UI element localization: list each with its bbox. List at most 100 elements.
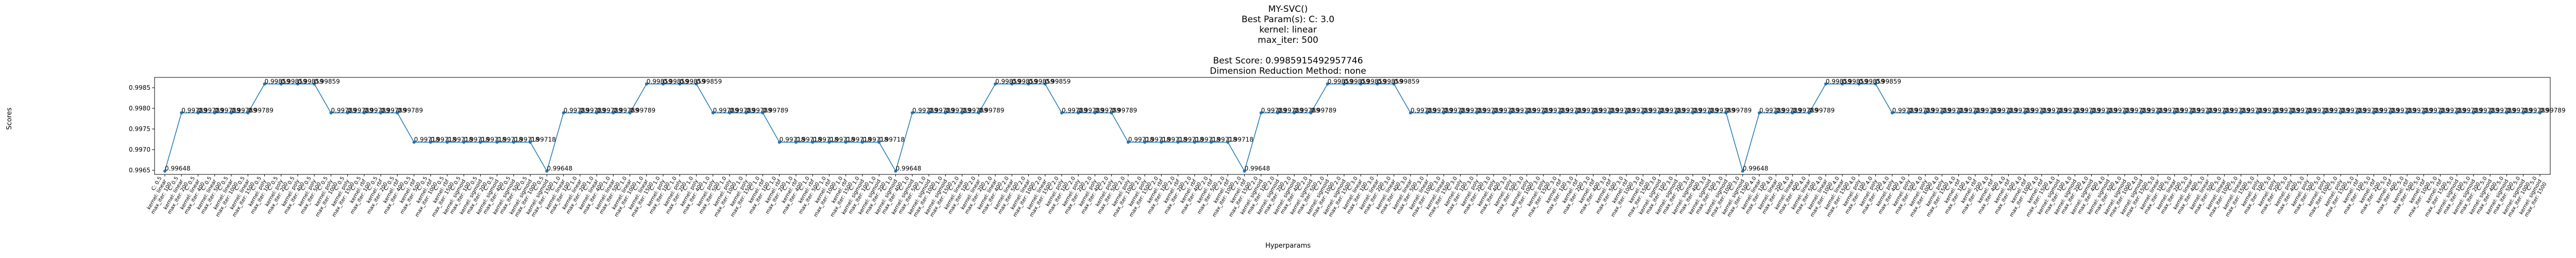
data-point: [811, 140, 815, 144]
data-point: [1924, 111, 1927, 115]
data-point: [1658, 111, 1662, 115]
data-label: 0.99789: [397, 107, 423, 114]
data-point: [711, 111, 715, 115]
title-line-dim-reduction: Dimension Reduction Method: none: [1210, 66, 1366, 76]
data-label: 0.99718: [481, 136, 506, 143]
data-label: 0.99789: [1676, 107, 1702, 114]
data-label: 0.99789: [1261, 107, 1287, 114]
y-tick-label: 0.9965: [129, 167, 150, 174]
data-point: [1791, 111, 1794, 115]
data-label: 0.99718: [1211, 136, 1237, 143]
data-point: [1060, 111, 1063, 115]
data-point: [2156, 111, 2160, 115]
data-label: 0.99859: [1826, 78, 1852, 85]
data-point: [1010, 82, 1014, 86]
data-point: [2206, 111, 2210, 115]
data-label: 0.99789: [1892, 107, 1918, 114]
data-point: [844, 140, 848, 144]
data-label: 0.99789: [1610, 107, 1636, 114]
axes: [154, 77, 2551, 175]
data-point: [2090, 111, 2093, 115]
data-point: [1741, 169, 1744, 173]
data-label: 0.99789: [1626, 107, 1652, 114]
data-label: 0.99789: [2141, 107, 2167, 114]
data-label: 0.99789: [746, 107, 772, 114]
data-label: 0.99859: [298, 78, 324, 85]
data-label: 0.99859: [647, 78, 672, 85]
data-point: [2339, 111, 2343, 115]
data-label: 0.99789: [2374, 107, 2400, 114]
data-point: [296, 82, 299, 86]
title-line-best-params: Best Param(s): C: 3.0: [1241, 14, 1335, 25]
data-label: 0.99789: [1278, 107, 1303, 114]
data-point: [2106, 111, 2110, 115]
data-label: 0.99789: [1975, 107, 2001, 114]
data-point: [1608, 111, 1612, 115]
data-point: [877, 140, 881, 144]
data-label: 0.99789: [912, 107, 938, 114]
data-point: [1591, 111, 1595, 115]
data-point: [2256, 111, 2259, 115]
data-label: 0.99789: [979, 107, 1005, 114]
data-point: [462, 140, 466, 144]
data-point: [2488, 111, 2492, 115]
data-label: 0.99648: [547, 165, 572, 172]
data-point: [213, 111, 216, 115]
data-label: 0.99789: [1544, 107, 1569, 114]
data-label: 0.99789: [2523, 107, 2549, 114]
data-point: [1641, 111, 1645, 115]
data-label: 0.99789: [1659, 107, 1685, 114]
data-point: [960, 111, 964, 115]
data-point: [2388, 111, 2392, 115]
data-label: 0.99789: [1593, 107, 1619, 114]
chart-title: MY-SVC() Best Param(s): C: 3.0 kernel: l…: [0, 4, 2576, 76]
data-point: [1392, 82, 1396, 86]
data-label: 0.99859: [680, 78, 705, 85]
data-label: 0.99789: [248, 107, 274, 114]
data-label: 0.99789: [364, 107, 390, 114]
data-label: 0.99718: [862, 136, 888, 143]
data-label: 0.99718: [414, 136, 440, 143]
data-point: [1890, 111, 1894, 115]
data-label: 0.99789: [331, 107, 357, 114]
data-point: [2007, 111, 2010, 115]
data-point: [2289, 111, 2293, 115]
data-point: [1624, 111, 1628, 115]
data-point: [1342, 82, 1346, 86]
title-line-best-score: Best Score: 0.9985915492957746: [1213, 56, 1363, 66]
data-label: 0.99648: [1743, 165, 1769, 172]
data-point: [196, 111, 200, 115]
data-point: [2521, 111, 2525, 115]
data-label: 0.99718: [431, 136, 456, 143]
data-point: [2239, 111, 2243, 115]
data-label: 0.99789: [231, 107, 257, 114]
data-label: 0.99789: [763, 107, 789, 114]
data-label: 0.99859: [314, 78, 340, 85]
data-point: [1874, 82, 1877, 86]
data-point: [744, 111, 748, 115]
data-point: [512, 140, 515, 144]
data-point: [1541, 111, 1545, 115]
data-point: [777, 140, 781, 144]
data-point: [2505, 111, 2509, 115]
data-point: [2372, 111, 2376, 115]
data-point: [860, 140, 864, 144]
data-point: [1674, 111, 1678, 115]
data-label: 0.99789: [1494, 107, 1519, 114]
data-label: 0.99789: [381, 107, 406, 114]
data-point: [1492, 111, 1496, 115]
data-label: 0.99789: [1477, 107, 1503, 114]
data-point: [1459, 111, 1462, 115]
data-point: [944, 111, 947, 115]
data-label: 0.99648: [165, 165, 191, 172]
data-point: [1807, 111, 1811, 115]
data-label: 0.99789: [1577, 107, 1602, 114]
data-label: 0.99789: [2075, 107, 2100, 114]
data-point: [1259, 111, 1263, 115]
data-point: [2472, 111, 2476, 115]
data-point: [2073, 111, 2077, 115]
data-point: [2190, 111, 2193, 115]
data-point: [2422, 111, 2426, 115]
data-label: 0.99789: [2108, 107, 2134, 114]
data-point: [1143, 140, 1147, 144]
